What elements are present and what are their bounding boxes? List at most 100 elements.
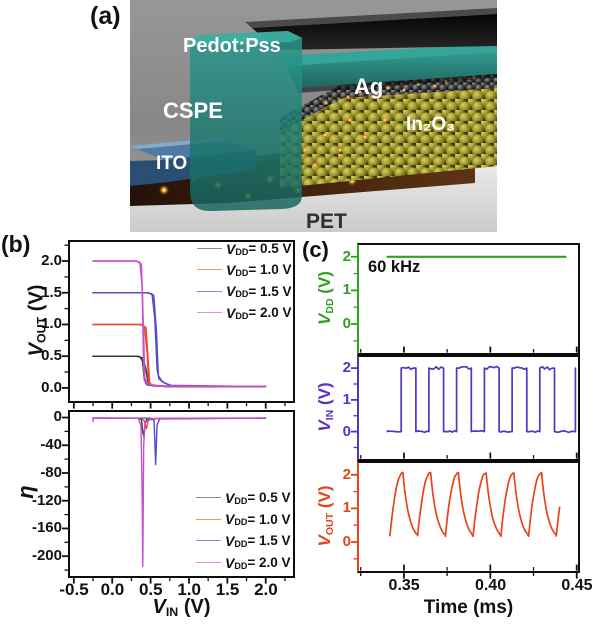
y-tick-label: 2 bbox=[342, 359, 351, 376]
device-3d-schematic: Pedot:Pss CSPE Ag In₂O₃ ITO PET bbox=[130, 0, 497, 232]
legend-item: V DD = 2.0 V bbox=[197, 304, 292, 322]
series-V_DD = 0.5 V bbox=[92, 417, 267, 438]
x-tick-label: 0.5 bbox=[138, 580, 163, 599]
series-V_IN square wave bbox=[386, 365, 577, 434]
plot-gain bbox=[62, 410, 295, 584]
legend-item: V DD = 1.5 V bbox=[196, 532, 291, 550]
y-tick-label: 1.0 bbox=[41, 315, 62, 333]
legend-subscript: DD bbox=[234, 495, 248, 506]
legend-swatch bbox=[197, 269, 222, 271]
in2o3-label: In₂O₃ bbox=[406, 114, 455, 135]
plot-vout-waveform bbox=[351, 461, 580, 579]
legend-text: = 2.0 V bbox=[247, 555, 291, 571]
legend-subscript: DD bbox=[235, 310, 249, 321]
legend-text: = 0.5 V bbox=[247, 490, 291, 505]
vin-unit: (V) bbox=[178, 596, 211, 618]
x-tick-label: 0.40 bbox=[474, 577, 507, 594]
pedot-pss-electrode bbox=[245, 8, 497, 50]
x-axis-title-time: Time (ms) bbox=[423, 597, 514, 618]
x-tick-label: 2.0 bbox=[254, 580, 278, 599]
y-tick-label: -200 bbox=[31, 547, 62, 565]
legend-v: V bbox=[226, 304, 236, 321]
frequency-annotation: 60 kHz bbox=[368, 258, 421, 276]
in2o3-nanoparticle-layer bbox=[280, 88, 497, 188]
panel-c-label: (c) bbox=[302, 237, 329, 262]
legend-text: = 1.0 V bbox=[248, 262, 292, 278]
y-tick-label: -80 bbox=[40, 463, 62, 481]
legend-item: V DD = 1.0 V bbox=[196, 510, 291, 528]
legend-text: = 0.5 V bbox=[248, 241, 292, 256]
legend-subscript: DD bbox=[234, 517, 248, 528]
y-tick-label: 2 bbox=[342, 247, 351, 265]
x-tick-label: 0.45 bbox=[561, 577, 593, 594]
series-V_DD = 1.5 V bbox=[92, 417, 267, 466]
y-tick-label: 2.0 bbox=[41, 251, 62, 269]
series-V_DD = 1.0 V bbox=[92, 417, 267, 430]
y-tick-label: 1 bbox=[342, 390, 351, 408]
x-tick-label: -0.5 bbox=[59, 580, 89, 599]
y-tick-label: 0.5 bbox=[41, 347, 62, 365]
x-tick-label: 1.5 bbox=[215, 580, 240, 599]
legend-swatch bbox=[197, 248, 222, 249]
series-V_OUT response bbox=[389, 471, 561, 538]
x-tick-label: 1.0 bbox=[177, 580, 201, 599]
legend-v: V bbox=[225, 554, 235, 571]
x-tick-label: 0.0 bbox=[100, 580, 125, 599]
legend-text: = 1.5 V bbox=[248, 283, 292, 299]
vin-symbol: V bbox=[152, 596, 166, 618]
y-tick-label: 0 bbox=[342, 422, 351, 440]
y-tick-label: -120 bbox=[31, 491, 62, 509]
y-tick-label: 0 bbox=[342, 314, 351, 332]
series-V_DD = 2.0 V bbox=[92, 260, 267, 388]
legend-v: V bbox=[226, 261, 236, 278]
legend-subscript: DD bbox=[234, 560, 248, 571]
series-V_DD = 0.5 V bbox=[92, 355, 267, 388]
panel-a-label: (a) bbox=[90, 2, 121, 30]
vin-subscript: IN bbox=[165, 605, 179, 620]
legend-swatch bbox=[196, 540, 221, 542]
legend-item: V DD = 1.0 V bbox=[197, 261, 292, 279]
panel-b-label: (b) bbox=[1, 231, 31, 257]
cspe-block-top bbox=[190, 31, 302, 46]
legend-text: = 1.0 V bbox=[247, 511, 291, 527]
ag-label: Ag bbox=[354, 74, 383, 99]
legend-subscript: DD bbox=[235, 246, 249, 257]
x-axis-title-vin: VIN (V) bbox=[68, 596, 295, 619]
y-tick-label: 0.0 bbox=[41, 378, 62, 396]
plot-vdd-waveform bbox=[351, 243, 580, 355]
series-V_DD = 2.0 V bbox=[92, 417, 267, 568]
legend-subscript: DD bbox=[235, 289, 249, 300]
legend-swatch bbox=[197, 312, 222, 314]
legend-v: V bbox=[225, 489, 235, 506]
y-tick-label: 0 bbox=[342, 532, 351, 550]
cspe-top-slab bbox=[278, 44, 497, 93]
vin-wave-subscript: IN bbox=[323, 409, 336, 421]
y-tick-label: 1.5 bbox=[41, 283, 62, 301]
legend-v: V bbox=[225, 532, 235, 549]
y-tick-label: 1 bbox=[342, 281, 351, 299]
legend-swatch bbox=[197, 290, 222, 292]
legend-swatch bbox=[196, 497, 221, 498]
y-tick-label: 2 bbox=[342, 465, 351, 483]
legend-text: = 2.0 V bbox=[248, 305, 292, 321]
series-V_DD = 0.5 V bbox=[92, 355, 267, 388]
legend-subscript: DD bbox=[234, 538, 248, 549]
legend-item: V DD = 2.0 V bbox=[196, 554, 291, 572]
legend-swatch bbox=[196, 562, 221, 564]
cspe-block bbox=[190, 31, 302, 212]
y-tick-label: -40 bbox=[40, 436, 62, 454]
legend-swatch bbox=[196, 518, 221, 520]
series-V_DD = 1.5 V bbox=[92, 292, 267, 388]
legend-v: V bbox=[225, 511, 235, 528]
y-tick-label: 0 bbox=[53, 408, 62, 426]
legend-subscript: DD bbox=[235, 267, 249, 278]
x-tick-label: 0.35 bbox=[388, 577, 420, 594]
legend-item: V DD = 0.5 V bbox=[197, 240, 292, 258]
plot-vin-waveform bbox=[351, 355, 580, 461]
legend-item: V DD = 0.5 V bbox=[196, 489, 291, 507]
y-tick-label: -160 bbox=[31, 519, 62, 537]
legend-v: V bbox=[226, 283, 236, 300]
vdd-subscript: DD bbox=[323, 298, 336, 314]
y-tick-label: 1 bbox=[342, 499, 351, 517]
